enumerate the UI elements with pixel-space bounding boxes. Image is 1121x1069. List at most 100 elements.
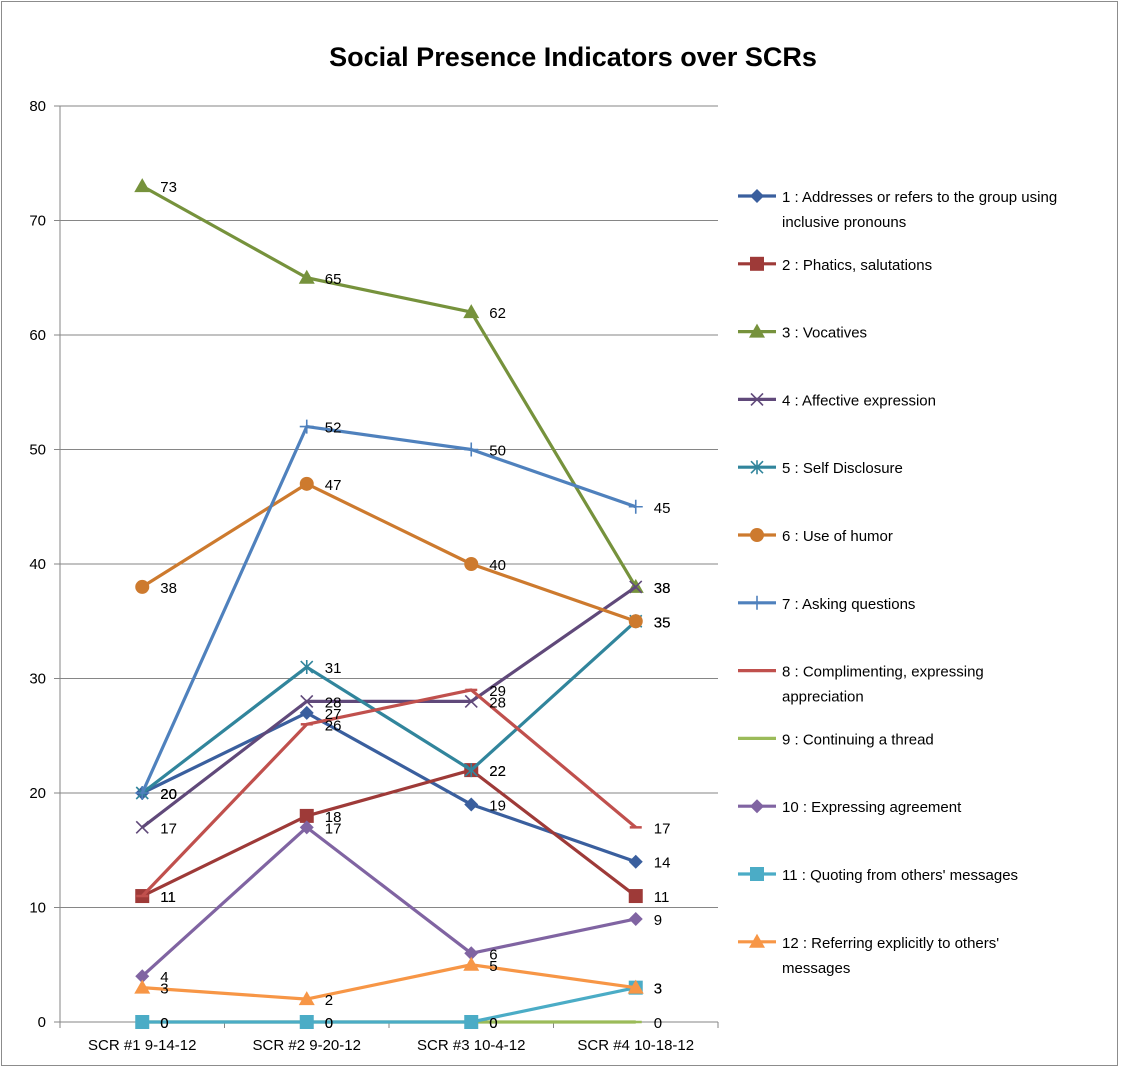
data-point — [135, 786, 150, 800]
legend-entry-6: 6 : Use of humor — [738, 528, 893, 545]
data-point — [135, 969, 150, 984]
data-label: 20 — [160, 786, 177, 803]
data-label: 38 — [654, 580, 671, 597]
legend-swatch-marker — [750, 799, 764, 814]
data-label: 45 — [654, 500, 671, 517]
legend-label: 6 : Use of humor — [782, 528, 893, 545]
data-point — [463, 304, 480, 319]
legend-swatch-marker — [750, 528, 764, 542]
data-point — [628, 889, 643, 904]
data-label: 17 — [160, 820, 177, 837]
data-point — [134, 178, 151, 193]
series-2 — [135, 763, 643, 904]
data-point — [464, 797, 479, 812]
legend: 1 : Addresses or refers to the group usi… — [738, 189, 1057, 977]
data-label: 3 — [160, 981, 168, 998]
data-label: 11 — [654, 889, 670, 906]
data-label: 0 — [654, 1015, 662, 1032]
data-label: 6 — [489, 946, 497, 963]
series-line-11 — [142, 986, 637, 1024]
data-label: 31 — [325, 660, 342, 677]
data-label: 3 — [654, 981, 662, 998]
data-label: 52 — [325, 420, 342, 437]
data-label: 14 — [654, 855, 671, 872]
legend-label: 8 : Complimenting, expressing — [782, 664, 984, 681]
legend-entry-5: 5 : Self Disclosure — [738, 460, 903, 477]
series-8 — [136, 688, 642, 898]
data-label: 28 — [325, 694, 342, 711]
data-label: 0 — [489, 1015, 497, 1032]
y-tick-label: 70 — [29, 213, 46, 230]
data-label: 40 — [489, 557, 506, 574]
data-label: 73 — [160, 179, 177, 196]
data-point — [299, 705, 314, 720]
data-point — [464, 946, 479, 961]
data-label: 0 — [160, 1015, 168, 1032]
y-tick-label: 50 — [29, 442, 46, 459]
data-label: 20 — [160, 786, 177, 803]
data-label: 22 — [489, 763, 506, 780]
legend-swatch-marker — [750, 460, 764, 475]
x-tick-label: SCR #4 10-18-12 — [577, 1037, 694, 1054]
data-point — [464, 442, 479, 457]
data-label: 0 — [325, 1015, 333, 1032]
data-label: 17 — [325, 820, 342, 837]
data-label: 3 — [654, 981, 662, 998]
x-tick-label: SCR #3 10-4-12 — [417, 1037, 525, 1054]
legend-label: 3 : Vocatives — [782, 325, 867, 342]
data-point — [464, 694, 478, 708]
legend-entry-4: 4 : Affective expression — [738, 392, 936, 409]
series-line-5 — [141, 620, 637, 795]
legend-label: 12 : Referring explicitly to others' — [782, 935, 999, 952]
data-point — [463, 956, 480, 971]
data-label: 11 — [160, 889, 176, 906]
data-label: 5 — [489, 958, 497, 975]
y-tick-label: 30 — [29, 671, 46, 688]
data-point — [299, 476, 314, 491]
data-point — [299, 1015, 314, 1029]
series-12 — [134, 956, 644, 1006]
series-line-3 — [141, 184, 638, 588]
series-line-10 — [141, 825, 637, 978]
series-10 — [135, 820, 643, 984]
x-axis-tick-labels: SCR #1 9-14-12 SCR #2 9-20-12 SCR #3 10-4-… — [88, 1037, 694, 1054]
legend-swatch-marker — [749, 323, 765, 338]
data-label: 22 — [489, 763, 506, 780]
data-label: 65 — [325, 271, 342, 288]
legend-swatch-marker — [750, 189, 764, 203]
y-tick-label: 0 — [38, 1014, 46, 1031]
data-point — [628, 854, 643, 869]
legend-swatch-marker — [749, 933, 765, 948]
legend-entry-12: 12 : Referring explicitly to others' mess… — [738, 933, 999, 977]
data-label: 28 — [489, 694, 506, 711]
data-point — [464, 557, 479, 571]
data-point — [629, 580, 643, 594]
series-7 — [135, 419, 643, 800]
data-point — [628, 911, 643, 926]
y-axis-tick-labels: 0 10 20 30 40 50 60 70 80 — [29, 98, 46, 1031]
data-label: 35 — [654, 614, 671, 631]
series-layer — [134, 178, 644, 1029]
gridlines — [60, 105, 718, 908]
data-label: 62 — [489, 305, 506, 322]
series-line-12 — [142, 963, 636, 1001]
data-label: 18 — [325, 809, 342, 826]
series-3 — [134, 178, 644, 593]
legend-label: 9 : Continuing a thread — [782, 731, 934, 748]
legend-label: appreciation — [782, 689, 864, 706]
data-label: 9 — [654, 912, 662, 929]
data-label: 29 — [489, 683, 506, 700]
y-tick-label: 80 — [29, 98, 46, 115]
series-line-2 — [141, 768, 637, 898]
legend-label: 11 : Quoting from others' messages — [782, 867, 1018, 884]
data-label: 38 — [654, 580, 671, 597]
legend-label: messages — [782, 960, 850, 977]
data-point — [135, 579, 150, 594]
legend-entry-11: 11 : Quoting from others' messages — [738, 867, 1018, 884]
series-line-8 — [141, 688, 637, 898]
data-point — [298, 269, 315, 284]
y-tick-label: 40 — [29, 556, 46, 573]
legend-label: 1 : Addresses or refers to the group usi… — [782, 189, 1057, 206]
data-label: 2 — [325, 992, 333, 1009]
data-point — [300, 660, 314, 675]
